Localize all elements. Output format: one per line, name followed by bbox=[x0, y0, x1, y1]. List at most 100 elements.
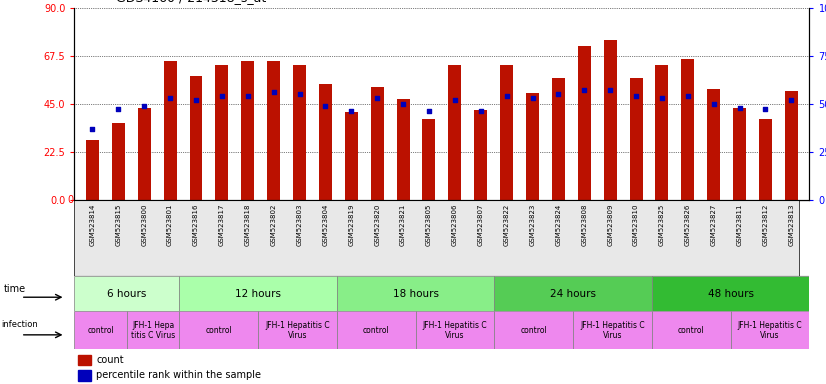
Text: GSM523807: GSM523807 bbox=[477, 204, 484, 246]
Text: GSM523804: GSM523804 bbox=[322, 204, 329, 246]
Text: JFH-1 Hepatitis C
Virus: JFH-1 Hepatitis C Virus bbox=[580, 321, 645, 340]
Point bbox=[526, 95, 539, 101]
Text: time: time bbox=[4, 283, 26, 294]
Text: GSM523826: GSM523826 bbox=[685, 204, 691, 246]
Point bbox=[396, 101, 410, 107]
Point bbox=[112, 106, 125, 113]
Text: control: control bbox=[363, 326, 390, 335]
Text: GSM523816: GSM523816 bbox=[193, 204, 199, 246]
Bar bbox=[127, 311, 179, 349]
Point bbox=[267, 89, 280, 95]
Bar bbox=[415, 311, 495, 349]
Point bbox=[189, 97, 202, 103]
Point bbox=[344, 108, 358, 114]
Point bbox=[707, 101, 720, 107]
Text: control: control bbox=[206, 326, 232, 335]
Text: GSM523825: GSM523825 bbox=[659, 204, 665, 246]
Bar bbox=[733, 108, 746, 200]
Text: GSM523821: GSM523821 bbox=[400, 204, 406, 246]
Text: GDS4160 / 214318_s_at: GDS4160 / 214318_s_at bbox=[116, 0, 266, 4]
Text: control: control bbox=[520, 326, 547, 335]
Bar bbox=[495, 276, 652, 311]
Text: GSM523819: GSM523819 bbox=[349, 204, 354, 246]
Bar bbox=[74, 276, 179, 311]
Bar bbox=[449, 65, 462, 200]
Text: 48 hours: 48 hours bbox=[708, 289, 753, 299]
Point bbox=[474, 108, 487, 114]
Point bbox=[604, 87, 617, 93]
Text: 6 hours: 6 hours bbox=[107, 289, 146, 299]
Bar bbox=[573, 311, 652, 349]
Text: count: count bbox=[97, 355, 124, 365]
Bar bbox=[681, 59, 695, 200]
Bar bbox=[552, 78, 565, 200]
Point bbox=[371, 95, 384, 101]
Bar bbox=[344, 112, 358, 200]
Point bbox=[733, 104, 746, 111]
Text: 18 hours: 18 hours bbox=[392, 289, 439, 299]
Point bbox=[785, 97, 798, 103]
Text: 0: 0 bbox=[67, 195, 73, 205]
Bar bbox=[267, 61, 280, 200]
Bar bbox=[604, 40, 617, 200]
Bar bbox=[216, 65, 228, 200]
Text: GSM523822: GSM523822 bbox=[504, 204, 510, 246]
Bar bbox=[74, 311, 127, 349]
Text: GSM523805: GSM523805 bbox=[426, 204, 432, 246]
Text: percentile rank within the sample: percentile rank within the sample bbox=[97, 370, 261, 381]
Bar bbox=[164, 61, 177, 200]
Bar bbox=[78, 370, 91, 381]
Text: GSM523806: GSM523806 bbox=[452, 204, 458, 246]
Text: GSM523810: GSM523810 bbox=[633, 204, 639, 246]
Bar bbox=[138, 108, 150, 200]
Point bbox=[138, 103, 151, 109]
Text: GSM523803: GSM523803 bbox=[297, 204, 302, 246]
Point bbox=[552, 91, 565, 97]
Bar bbox=[179, 276, 337, 311]
Text: GSM523815: GSM523815 bbox=[116, 204, 121, 246]
Text: JFH-1 Hepatitis C
Virus: JFH-1 Hepatitis C Virus bbox=[423, 321, 487, 340]
Text: GSM523808: GSM523808 bbox=[582, 204, 587, 246]
Bar bbox=[656, 65, 668, 200]
Bar bbox=[337, 276, 495, 311]
Point bbox=[759, 106, 772, 113]
Text: GSM523818: GSM523818 bbox=[244, 204, 251, 246]
Bar bbox=[293, 65, 306, 200]
Point bbox=[449, 97, 462, 103]
Text: GSM523811: GSM523811 bbox=[737, 204, 743, 246]
Bar bbox=[258, 311, 337, 349]
Bar bbox=[629, 78, 643, 200]
Text: JFH-1 Hepatitis C
Virus: JFH-1 Hepatitis C Virus bbox=[738, 321, 802, 340]
Point bbox=[681, 93, 695, 99]
Bar bbox=[78, 355, 91, 365]
Text: GSM523802: GSM523802 bbox=[271, 204, 277, 246]
Text: GSM523813: GSM523813 bbox=[788, 204, 795, 246]
Bar bbox=[785, 91, 798, 200]
Text: 12 hours: 12 hours bbox=[235, 289, 281, 299]
Bar bbox=[652, 311, 731, 349]
Point bbox=[577, 87, 591, 93]
Bar bbox=[422, 119, 435, 200]
Point bbox=[293, 91, 306, 97]
Point bbox=[241, 93, 254, 99]
Point bbox=[86, 126, 99, 132]
Text: GSM523827: GSM523827 bbox=[710, 204, 717, 246]
Bar bbox=[112, 123, 125, 200]
Bar bbox=[707, 89, 720, 200]
Bar bbox=[759, 119, 772, 200]
Text: GSM523823: GSM523823 bbox=[529, 204, 535, 246]
Point bbox=[422, 108, 435, 114]
Bar bbox=[189, 76, 202, 200]
Point bbox=[629, 93, 643, 99]
Point bbox=[319, 103, 332, 109]
Point bbox=[500, 93, 513, 99]
Bar bbox=[474, 110, 487, 200]
Text: GSM523812: GSM523812 bbox=[762, 204, 768, 246]
Text: GSM523824: GSM523824 bbox=[555, 204, 562, 246]
Text: JFH-1 Hepatitis C
Virus: JFH-1 Hepatitis C Virus bbox=[265, 321, 330, 340]
Bar bbox=[396, 99, 410, 200]
Bar bbox=[371, 87, 383, 200]
Bar bbox=[652, 276, 809, 311]
Point bbox=[655, 95, 668, 101]
Bar bbox=[241, 61, 254, 200]
